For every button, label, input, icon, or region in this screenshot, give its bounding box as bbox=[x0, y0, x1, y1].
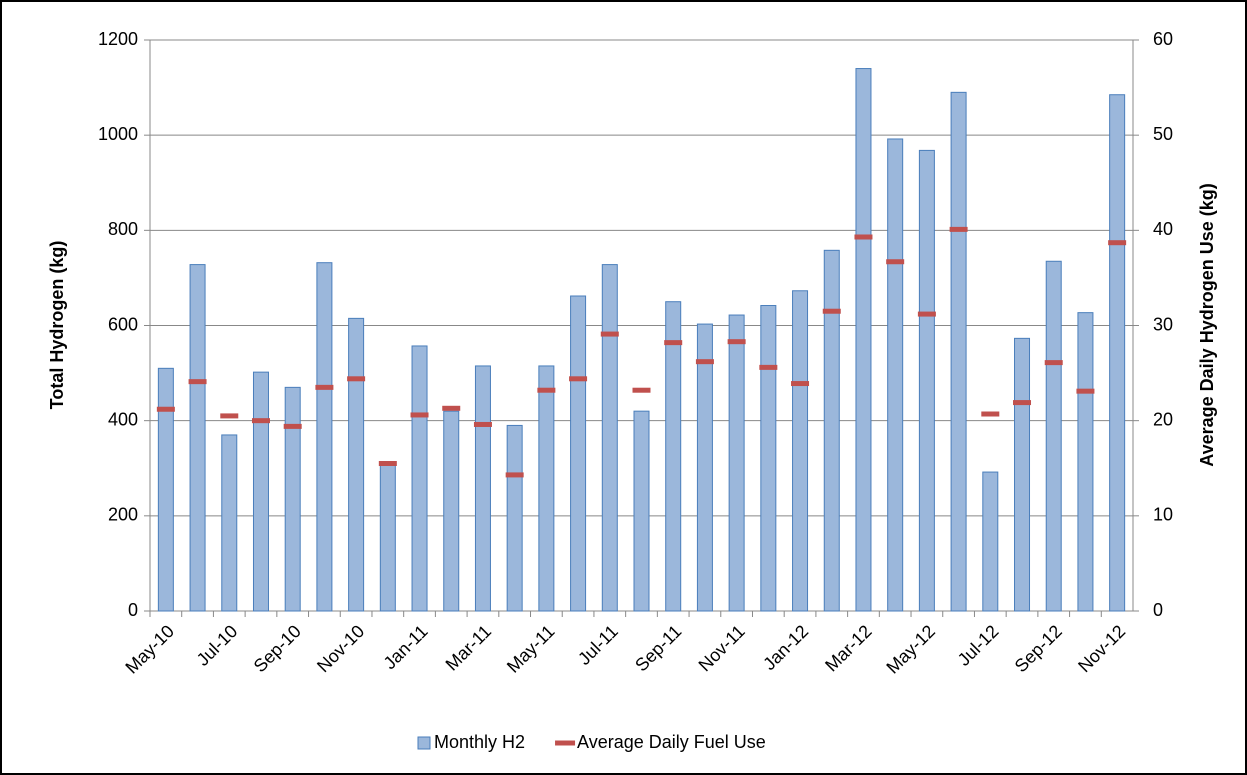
bar bbox=[189, 264, 206, 612]
bar bbox=[570, 295, 587, 612]
dash-marker bbox=[886, 259, 905, 265]
dash-marker bbox=[410, 412, 429, 418]
bar bbox=[792, 290, 809, 612]
legend-swatch bbox=[555, 740, 576, 746]
dash-marker bbox=[600, 331, 619, 337]
y2-tick-label: 50 bbox=[1153, 124, 1173, 144]
legend-swatch bbox=[417, 736, 431, 750]
y-tick-label: 0 bbox=[128, 600, 138, 620]
legend-label: Monthly H2 bbox=[434, 732, 525, 752]
bar bbox=[157, 367, 174, 612]
bar bbox=[221, 434, 238, 612]
dash-marker bbox=[917, 311, 936, 317]
dash-marker bbox=[1013, 400, 1032, 406]
bar bbox=[348, 317, 365, 612]
dash-marker bbox=[347, 376, 366, 382]
bar bbox=[887, 138, 904, 612]
dash-marker bbox=[791, 381, 810, 387]
y2-tick-label: 10 bbox=[1153, 505, 1173, 525]
y-tick-label: 800 bbox=[108, 219, 138, 239]
dash-marker bbox=[442, 405, 461, 411]
dash-marker bbox=[949, 226, 968, 232]
bar bbox=[1045, 260, 1062, 612]
bar bbox=[633, 410, 650, 612]
bar bbox=[443, 410, 460, 612]
bar bbox=[696, 323, 713, 612]
dash-marker bbox=[251, 418, 270, 424]
bar bbox=[855, 68, 872, 612]
legend-label: Average Daily Fuel Use bbox=[577, 732, 766, 752]
bar bbox=[538, 365, 555, 612]
y2-axis-title: Average Daily Hydrogen Use (kg) bbox=[1197, 183, 1217, 466]
bar bbox=[252, 371, 269, 612]
y2-tick-label: 40 bbox=[1153, 219, 1173, 239]
dash-marker bbox=[695, 359, 714, 365]
bar bbox=[1014, 337, 1031, 612]
dash-marker bbox=[315, 384, 334, 390]
dash-marker bbox=[188, 379, 207, 385]
dash-marker bbox=[156, 406, 175, 412]
dash-marker bbox=[664, 340, 683, 346]
y-axis-title: Total Hydrogen (kg) bbox=[47, 241, 67, 410]
dash-marker bbox=[473, 421, 492, 427]
bar bbox=[1077, 312, 1094, 612]
dash-marker bbox=[632, 387, 651, 393]
bar bbox=[506, 424, 523, 612]
bar bbox=[665, 301, 682, 612]
bar bbox=[760, 305, 777, 612]
dash-marker bbox=[981, 411, 1000, 417]
dash-marker bbox=[1044, 360, 1063, 366]
bar bbox=[823, 249, 840, 612]
bar bbox=[316, 262, 333, 612]
y2-tick-label: 20 bbox=[1153, 409, 1173, 429]
dash-marker bbox=[537, 387, 556, 393]
bar bbox=[284, 386, 301, 612]
dash-marker bbox=[569, 376, 588, 382]
bar bbox=[950, 91, 967, 612]
bar bbox=[918, 149, 935, 612]
y2-tick-label: 30 bbox=[1153, 314, 1173, 334]
y-tick-label: 200 bbox=[108, 505, 138, 525]
y-tick-label: 400 bbox=[108, 409, 138, 429]
dash-marker bbox=[759, 364, 778, 370]
y-tick-label: 1000 bbox=[98, 124, 138, 144]
bar bbox=[601, 264, 618, 612]
y-tick-label: 600 bbox=[108, 314, 138, 334]
dash-marker bbox=[378, 460, 397, 466]
y2-tick-label: 60 bbox=[1153, 29, 1173, 49]
dash-marker bbox=[822, 308, 841, 314]
bar bbox=[411, 345, 428, 612]
bar bbox=[982, 471, 999, 612]
dash-marker bbox=[1108, 240, 1127, 246]
dash-marker bbox=[1076, 388, 1095, 394]
y2-tick-label: 0 bbox=[1153, 600, 1163, 620]
bar bbox=[728, 314, 745, 612]
bar bbox=[474, 365, 491, 612]
dash-marker bbox=[727, 339, 746, 345]
dash-marker bbox=[283, 423, 302, 429]
dash-marker bbox=[505, 472, 524, 478]
bar bbox=[1109, 94, 1126, 612]
dash-marker bbox=[220, 413, 239, 419]
dash-marker bbox=[854, 234, 873, 240]
bar bbox=[379, 462, 396, 612]
y-tick-label: 1200 bbox=[98, 29, 138, 49]
